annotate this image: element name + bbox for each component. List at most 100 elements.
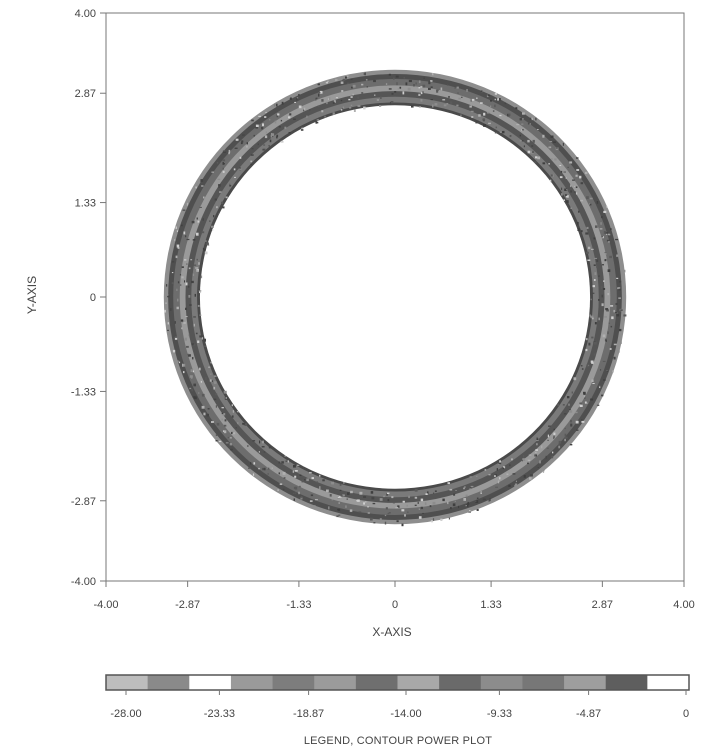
contour-speckle (232, 432, 236, 435)
contour-speckle (615, 303, 618, 305)
contour-speckle (581, 419, 583, 422)
contour-speckle (176, 230, 178, 232)
contour-speckle (613, 309, 615, 313)
contour-speckle (174, 321, 176, 324)
contour-speckle (487, 94, 490, 96)
contour-speckle (470, 487, 473, 488)
contour-speckle (182, 363, 186, 367)
contour-speckle (167, 329, 169, 331)
contour-speckle (470, 485, 474, 488)
contour-speckle (248, 467, 251, 469)
contour-speckle (388, 512, 391, 514)
contour-speckle (343, 482, 345, 484)
contour-speckle (604, 252, 607, 254)
contour-speckle (431, 73, 434, 76)
contour-speckle (407, 511, 409, 513)
contour-speckle (384, 521, 387, 525)
legend-tick-label: -4.87 (576, 708, 601, 720)
contour-speckle (516, 123, 520, 126)
contour-speckle (385, 507, 388, 510)
contour-speckle (348, 98, 351, 101)
contour-speckle (553, 428, 555, 431)
contour-speckle (242, 134, 245, 136)
contour-speckle (494, 473, 497, 477)
contour-speckle (452, 503, 456, 507)
contour-speckle (186, 345, 189, 348)
contour-speckle (569, 444, 573, 446)
contour-speckle (258, 115, 261, 117)
contour-speckle (509, 464, 511, 467)
contour-speckle (456, 104, 459, 107)
contour-speckle (294, 470, 298, 472)
contour-speckle (601, 303, 604, 307)
contour-speckle (570, 207, 573, 209)
contour-speckle (324, 115, 326, 118)
contour-speckle (551, 455, 554, 459)
contour-speckle (480, 90, 483, 92)
x-axis-title: X-AXIS (372, 625, 411, 639)
contour-speckle (271, 467, 273, 469)
contour-speckle (183, 321, 186, 324)
contour-speckle (183, 231, 186, 235)
contour-speckle (296, 97, 298, 101)
contour-speckle (289, 113, 292, 116)
contour-speckle (372, 502, 376, 505)
contour-speckle (569, 161, 573, 164)
contour-speckle (456, 86, 459, 89)
contour-speckle (548, 425, 551, 427)
y-tick-label: 0 (90, 292, 96, 304)
contour-speckle (357, 499, 360, 502)
contour-speckle (425, 493, 428, 495)
contour-speckle (465, 504, 469, 507)
contour-speckle (601, 264, 604, 266)
contour-speckle (594, 341, 597, 345)
contour-speckle (170, 308, 172, 311)
contour-speckle (216, 206, 218, 209)
contour-speckle (615, 312, 618, 314)
contour-speckle (210, 373, 212, 375)
contour-speckle (317, 105, 320, 107)
contour-speckle (401, 523, 404, 527)
contour-speckle (201, 405, 205, 409)
contour-speckle (181, 276, 184, 279)
contour-speckle (598, 275, 600, 277)
contour-speckle (278, 461, 281, 464)
contour-speckle (347, 492, 350, 495)
contour-speckle (482, 498, 486, 501)
contour-speckle (182, 320, 185, 323)
contour-speckle (430, 80, 433, 82)
legend-tick-label: -23.33 (204, 708, 235, 720)
contour-speckle (346, 498, 348, 500)
contour-speckle (499, 131, 502, 133)
contour-speckle (203, 412, 206, 416)
contour-speckle (432, 501, 436, 505)
contour-speckle (252, 473, 255, 476)
contour-speckle (591, 317, 594, 320)
contour-speckle (222, 206, 225, 209)
contour-speckle (494, 132, 497, 134)
contour-speckle (223, 430, 227, 434)
contour-speckle (179, 219, 181, 222)
contour-speckle (175, 242, 177, 245)
contour-speckle (197, 220, 200, 223)
contour-speckle (519, 140, 522, 142)
contour-speckle (480, 102, 483, 104)
contour-speckle (550, 135, 554, 138)
contour-speckle (450, 507, 452, 510)
contour-speckle (589, 203, 592, 206)
contour-speckle (276, 134, 279, 137)
contour-speckle (609, 255, 612, 259)
legend-swatch (439, 675, 482, 690)
contour-speckle (246, 145, 248, 148)
contour-speckle (537, 129, 539, 130)
contour-speckle (418, 516, 422, 519)
contour-speckle (541, 445, 543, 449)
contour-speckle (546, 447, 549, 449)
contour-speckle (402, 91, 405, 95)
contour-speckle (211, 421, 214, 423)
contour-speckle (596, 259, 599, 262)
contour-speckle (588, 342, 591, 346)
contour-speckle (590, 298, 592, 301)
contour-speckle (258, 451, 260, 453)
legend-tick-label: -18.87 (293, 708, 324, 720)
